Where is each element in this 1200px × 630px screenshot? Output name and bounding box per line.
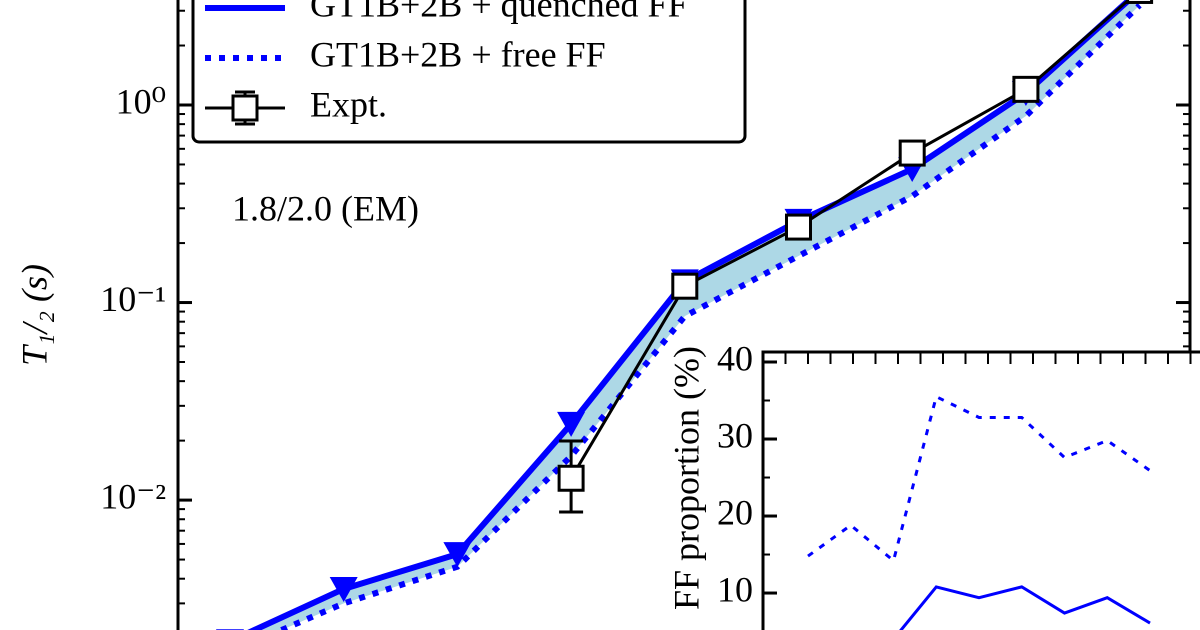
triangle-marker [329, 576, 358, 602]
series-line [807, 394, 1151, 564]
series-line [899, 585, 1151, 630]
legend-label: GT1B+2B + quenched FF [310, 0, 688, 24]
inset-y-tick-label: 30 [717, 415, 753, 455]
y-tick-label: 10⁻² [100, 476, 166, 516]
legend-label: Expt. [310, 84, 387, 124]
inset-y-axis-label: FF proportion (%) [666, 346, 706, 610]
y-tick-label: 10⁰ [116, 81, 166, 121]
square-marker [557, 464, 585, 492]
legend-marker [231, 94, 259, 122]
annotation: 1.8/2.0 (EM) [232, 188, 419, 228]
legend-label: GT1B+2B + free FF [310, 34, 606, 74]
series-line [569, 0, 1131, 480]
square-marker [1012, 75, 1040, 103]
triangle-marker [443, 542, 472, 568]
square-marker [898, 139, 926, 167]
y-tick-label: 10⁻¹ [100, 279, 166, 319]
square-marker [671, 272, 699, 300]
square-marker [1126, 0, 1154, 4]
square-marker [785, 213, 812, 241]
inset-y-tick-label: 20 [717, 492, 753, 532]
triangle-marker [557, 411, 586, 437]
inset-y-tick-label: 10 [717, 569, 753, 609]
legend-box [191, 0, 747, 144]
y-axis-label: T₁/₂ (s) [14, 264, 54, 366]
inset-plot [807, 394, 1151, 630]
inset-y-tick-label: 40 [717, 338, 753, 378]
inset-background [761, 350, 1200, 630]
